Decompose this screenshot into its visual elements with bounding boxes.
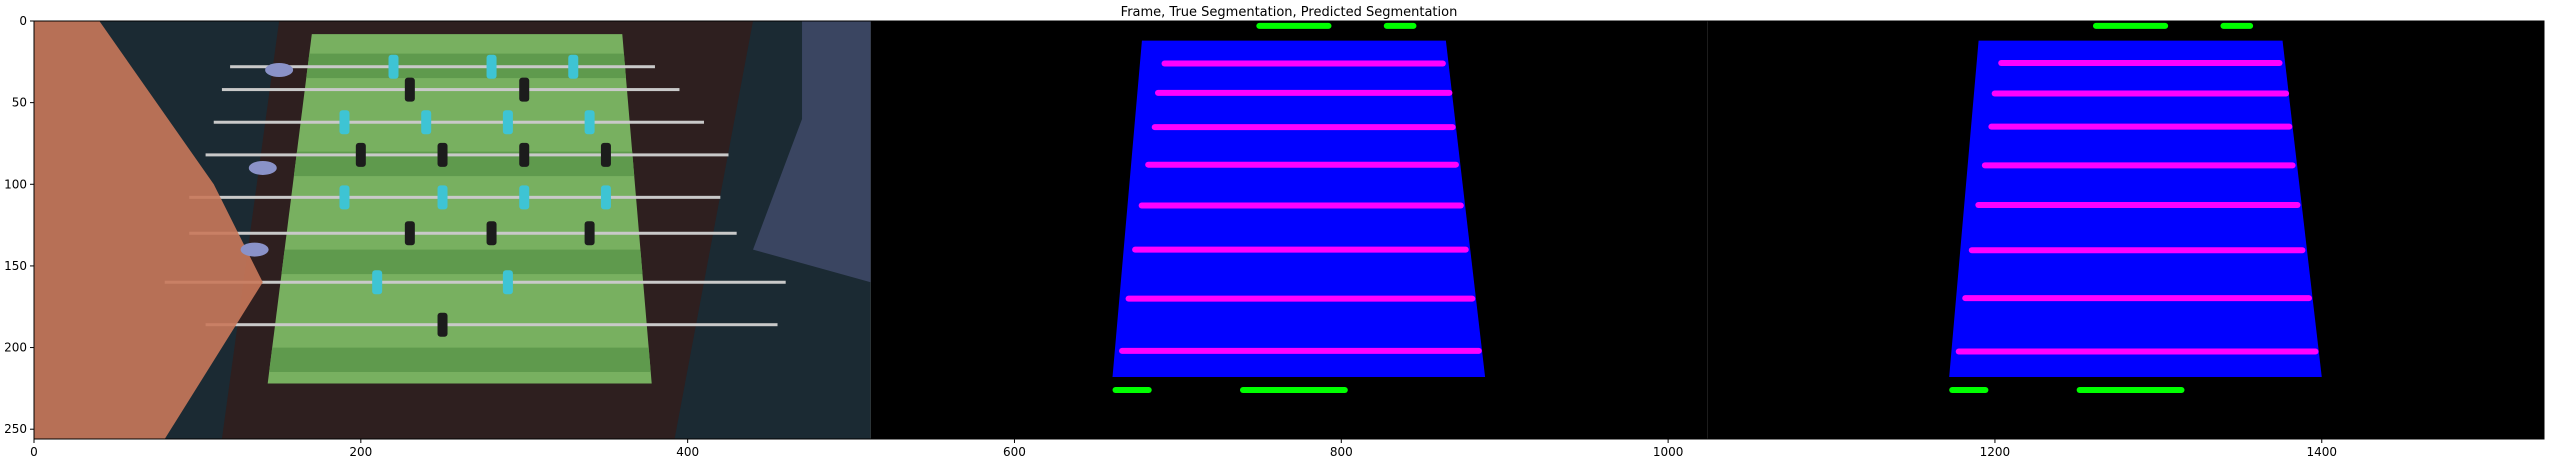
frame-player — [502, 270, 513, 295]
segmentation-goal — [1112, 387, 1152, 394]
frame-player — [437, 142, 448, 167]
frame-player — [519, 185, 530, 210]
y-tick-label: 250 — [4, 422, 27, 436]
frame-player — [339, 185, 350, 210]
x-tick-label: 800 — [1330, 445, 1353, 459]
x-tick-label: 600 — [1003, 445, 1026, 459]
segmentation-rod — [1155, 89, 1453, 96]
segmentation-rod — [1119, 347, 1482, 354]
panel-frame-image — [34, 21, 871, 439]
player-arm-right — [753, 21, 871, 283]
segmentation-rod — [1161, 60, 1446, 67]
frame-player — [584, 221, 595, 246]
frame-player — [404, 221, 415, 246]
y-tick-label: 100 — [4, 177, 27, 191]
segmentation-goal — [1383, 22, 1417, 29]
x-axis-ticks: 0 200 400 600 800 1000 1200 1400 — [30, 439, 2337, 459]
frame-player — [437, 312, 448, 337]
frame-player — [355, 142, 366, 167]
frame-rod — [221, 88, 680, 92]
segmentation-goal — [2220, 22, 2254, 29]
segmentation-rod — [1125, 295, 1476, 302]
segmentation-goal — [2092, 22, 2169, 29]
segmentation-rod — [1991, 90, 2290, 97]
segmentation-rod — [1132, 246, 1469, 253]
frame-player — [502, 110, 513, 135]
axes-frame — [33, 20, 2545, 440]
frame-rod — [189, 231, 737, 235]
segmentation-rod — [1955, 348, 2319, 355]
segmentation-goal — [2076, 387, 2185, 394]
frame-rod — [189, 195, 721, 199]
x-tick-label: 400 — [676, 445, 699, 459]
frame-rod — [205, 153, 729, 157]
y-tick-label: 0 — [19, 14, 27, 28]
segmentation-rod — [1988, 123, 2293, 130]
field-stripe — [293, 151, 635, 177]
panel-predicted-segmentation — [1707, 21, 2544, 439]
frame-player — [600, 142, 611, 167]
frame-player — [437, 185, 448, 210]
frame-player — [519, 142, 530, 167]
frame-player — [404, 77, 415, 102]
x-tick-label: 1400 — [2306, 445, 2337, 459]
player-hand — [248, 160, 277, 175]
frame-player — [421, 110, 432, 135]
x-tick-label: 0 — [30, 445, 38, 459]
frame-player — [372, 270, 383, 295]
y-tick-label: 200 — [4, 341, 27, 355]
frame-player — [486, 54, 497, 79]
segmentation-rod — [1968, 247, 2306, 254]
segmentation-rod — [1145, 161, 1459, 168]
player-arm-left — [34, 21, 263, 439]
frame-player — [486, 221, 497, 246]
panel-true-segmentation — [870, 21, 1708, 439]
y-tick-label: 150 — [4, 259, 27, 273]
segmentation-rod — [1998, 59, 2283, 66]
frame-player — [519, 77, 530, 102]
x-tick-label: 1200 — [1980, 445, 2011, 459]
y-axis-ticks: 0 50 100 150 200 250 — [4, 14, 34, 436]
frame-rod — [164, 280, 786, 284]
player-hand — [265, 62, 294, 77]
segmentation-goal — [1256, 22, 1332, 29]
chart-title: Frame, True Segmentation, Predicted Segm… — [1121, 5, 1458, 20]
frame-player — [388, 54, 399, 79]
x-tick-label: 200 — [349, 445, 372, 459]
field-stripe — [281, 249, 643, 275]
segmentation-rod — [1962, 295, 2312, 302]
frame-player — [600, 185, 611, 210]
frame-rod — [205, 323, 778, 327]
player-hand — [240, 242, 269, 257]
segmentation-rod — [1981, 162, 2296, 169]
frame-rod — [230, 65, 655, 69]
frame-player — [568, 54, 579, 79]
frame-player — [584, 110, 595, 135]
x-tick-label: 1000 — [1653, 445, 1684, 459]
segmentation-rod — [1975, 202, 2301, 209]
field-stripe — [269, 347, 651, 373]
frame-player — [339, 110, 350, 135]
segmentation-rod — [1138, 202, 1464, 209]
frame-rod — [213, 120, 704, 124]
y-tick-label: 50 — [12, 96, 27, 110]
segmentation-goal — [1239, 387, 1348, 394]
segmentation-goal — [1949, 387, 1989, 394]
segmentation-rod — [1151, 124, 1456, 131]
table-field — [267, 34, 652, 384]
